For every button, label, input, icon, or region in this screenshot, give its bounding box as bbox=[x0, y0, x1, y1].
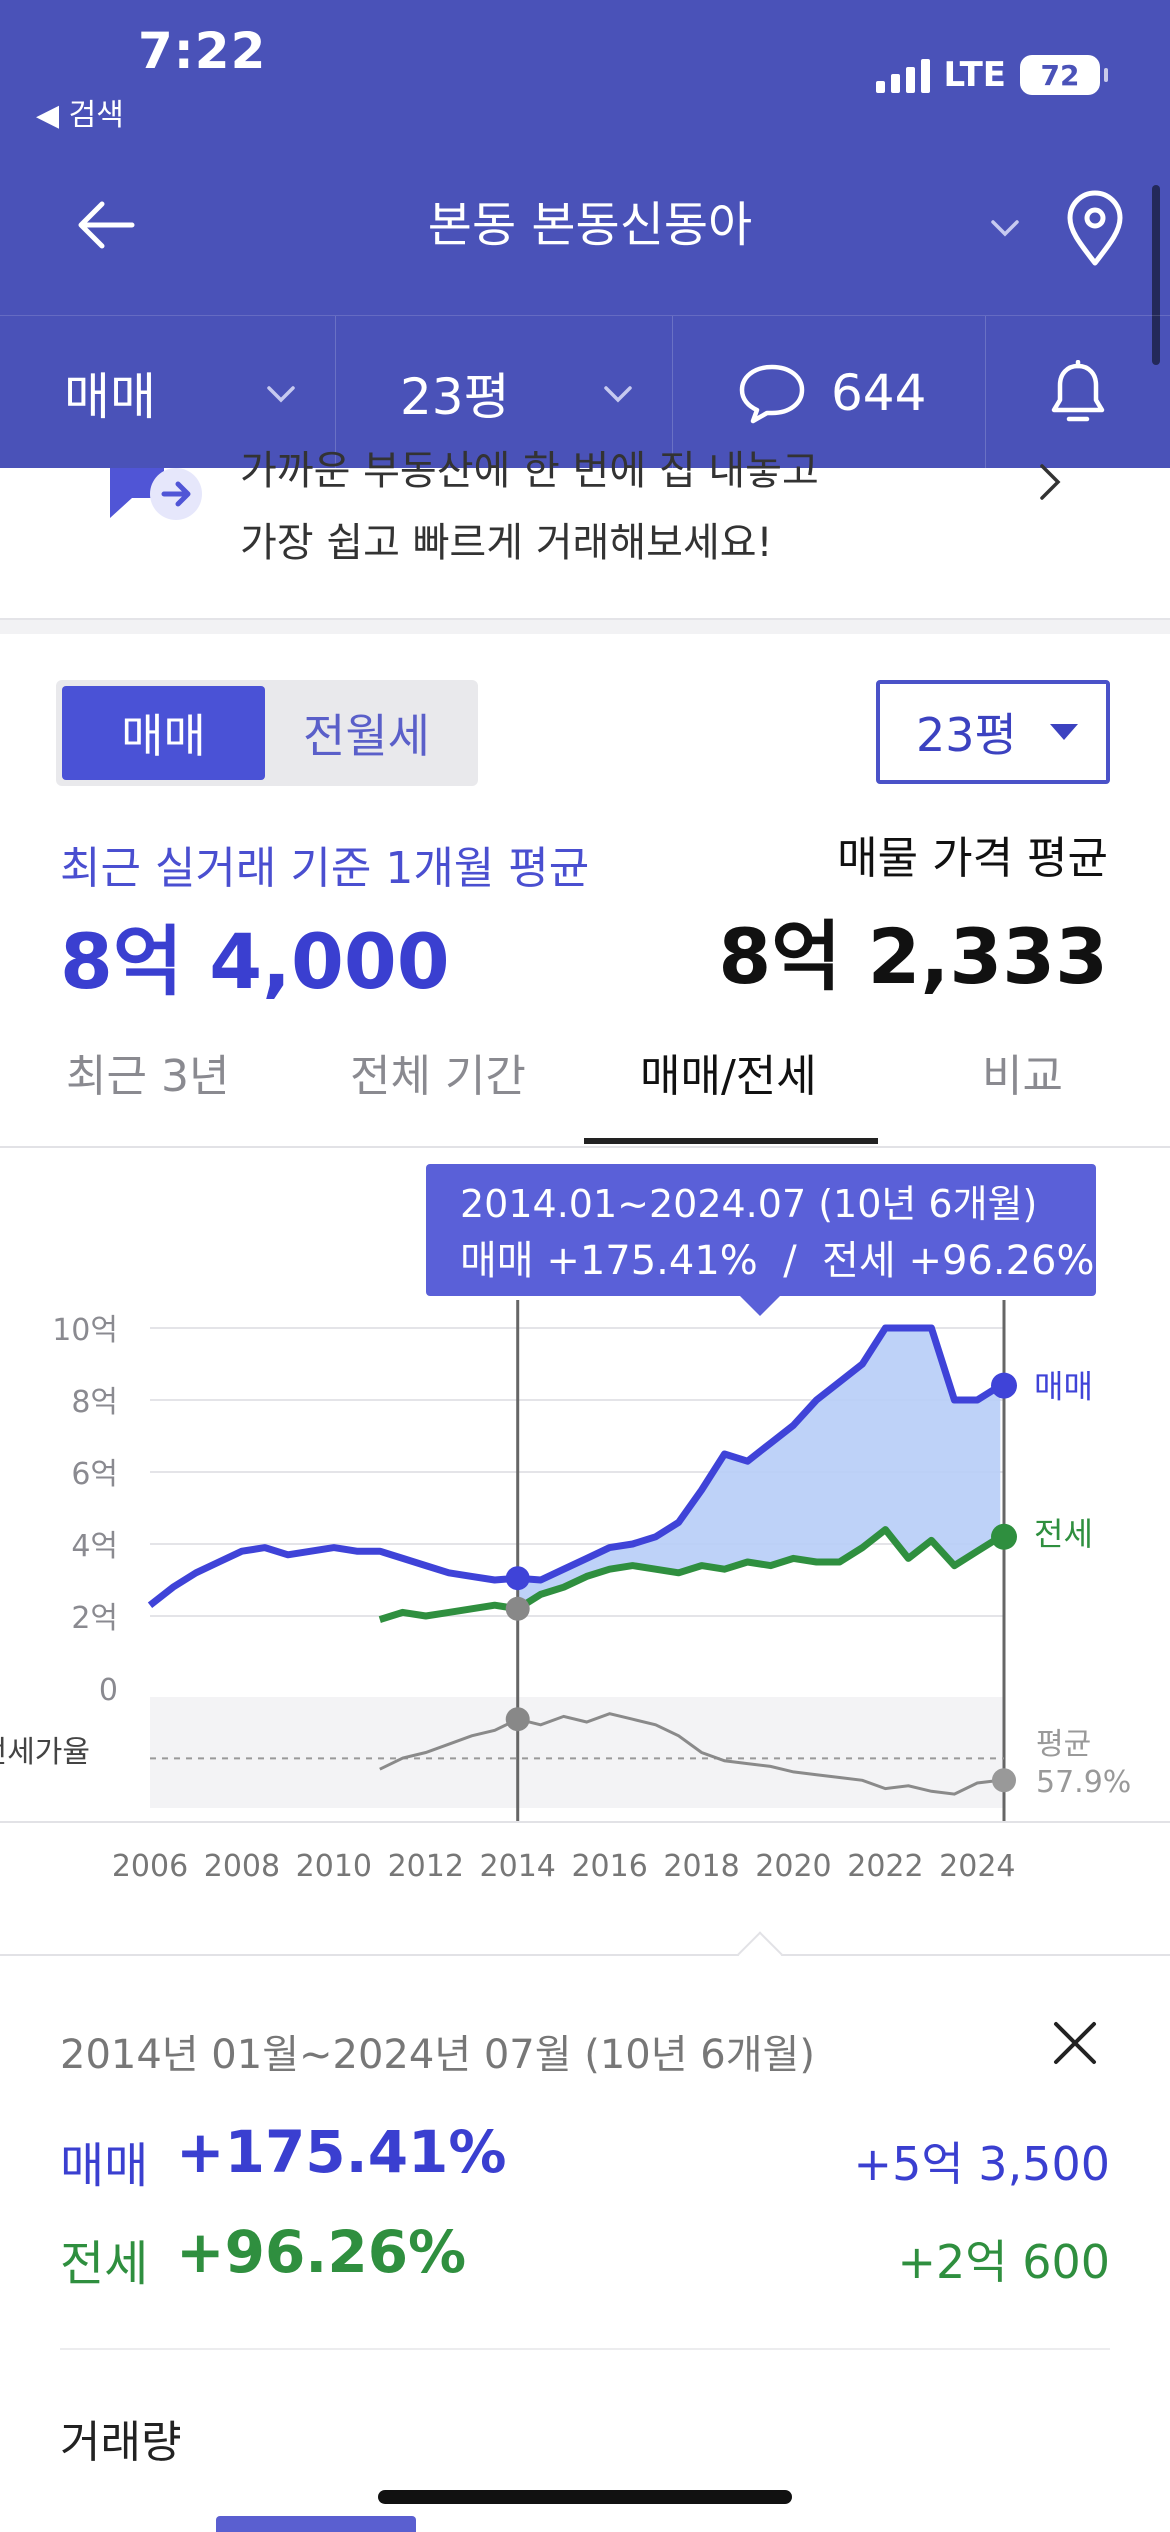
summary-divider bbox=[0, 1954, 1170, 1956]
summary-sale-label: 매매 bbox=[60, 2138, 149, 2194]
x-tick-label: 2020 bbox=[755, 1849, 831, 1884]
segment-rent[interactable]: 전월세 bbox=[303, 709, 430, 763]
comments-button[interactable]: 644 bbox=[673, 316, 986, 469]
x-tick-label: 2016 bbox=[571, 1849, 647, 1884]
trade-type-filter[interactable]: 매매 bbox=[0, 316, 336, 469]
summary-jeonse-label: 전세 bbox=[60, 2236, 149, 2292]
x-tick-label: 2018 bbox=[663, 1849, 739, 1884]
status-time: 7:22 bbox=[138, 22, 267, 80]
summary-sale-pct: +175.41% bbox=[176, 2118, 507, 2186]
x-tick-label: 2012 bbox=[388, 1849, 464, 1884]
notification-button[interactable] bbox=[986, 316, 1170, 469]
y-tick-label: 0 bbox=[99, 1673, 118, 1708]
y-tick-label: 4억 bbox=[71, 1529, 118, 1564]
series-sale-line bbox=[147, 1324, 1003, 1608]
y-tick-label: 6억 bbox=[71, 1457, 118, 1492]
ratio-end-point bbox=[992, 1768, 1016, 1793]
listing-avg-value: 8억 2,333 bbox=[718, 912, 1108, 1001]
summary-inner-divider bbox=[60, 2348, 1110, 2350]
x-tick-label: 2014 bbox=[480, 1849, 556, 1884]
trade-type-label: 매매 bbox=[64, 367, 156, 426]
listing-avg-label: 매물 가격 평균 bbox=[837, 833, 1108, 884]
summary-period: 2014년 01월~2024년 07월 (10년 6개월) bbox=[60, 2032, 815, 2078]
network-label: LTE bbox=[943, 55, 1006, 95]
chevron-right-icon bbox=[1040, 464, 1061, 500]
x-tick-label: 2008 bbox=[204, 1849, 280, 1884]
volume-tab-indicator bbox=[216, 2516, 416, 2532]
sale-start-point bbox=[505, 1566, 530, 1591]
size-select-value: 23평 bbox=[916, 708, 1017, 762]
scrollbar[interactable] bbox=[1152, 185, 1160, 365]
x-tick-label: 2024 bbox=[939, 1849, 1015, 1884]
summary-jeonse-pct: +96.26% bbox=[176, 2218, 467, 2286]
y-tick-label: 8억 bbox=[71, 1385, 118, 1420]
size-select[interactable]: 23평 bbox=[876, 680, 1110, 784]
summary-notch bbox=[737, 1931, 783, 1977]
page-title[interactable]: 본동 본동신동아 bbox=[427, 197, 753, 253]
jeonse-end-point bbox=[991, 1523, 1017, 1550]
x-tick-label: 2006 bbox=[112, 1849, 188, 1884]
comments-count: 644 bbox=[831, 363, 927, 422]
x-tick-label: 2010 bbox=[296, 1849, 372, 1884]
period-tabs: 최근 3년 전체 기간 매매/전세 비교 bbox=[0, 1020, 1170, 1148]
summary-sale-amount: +5억 3,500 bbox=[853, 2137, 1110, 2191]
volume-title: 거래량 bbox=[60, 2417, 182, 2468]
close-icon[interactable] bbox=[1052, 2020, 1098, 2066]
sale-end-label: 매매 bbox=[1034, 1368, 1093, 1406]
banner-line-2: 가장 쉽고 빠르게 거래해보세요! bbox=[240, 520, 773, 566]
range-tooltip: 2014.01~2024.07 (10년 6개월) 매매 +175.41% / … bbox=[426, 1164, 1096, 1316]
recent-avg-label: 최근 실거래 기준 1개월 평균 bbox=[60, 843, 590, 894]
active-tab-indicator bbox=[584, 1138, 878, 1144]
chevron-down-icon bbox=[267, 386, 295, 403]
tooltip-period: 2014.01~2024.07 (10년 6개월) bbox=[460, 1182, 1038, 1226]
y-tick-label: 2억 bbox=[71, 1601, 118, 1636]
segment-sale[interactable]: 매매 bbox=[62, 686, 265, 780]
tab-sale-jeonse[interactable]: 매매/전세 bbox=[640, 1051, 817, 1102]
home-indicator bbox=[378, 2490, 792, 2504]
tooltip-change: 매매 +175.41% / 전세 +96.26% bbox=[460, 1238, 1095, 1284]
trade-segment-control: 매매 전월세 bbox=[56, 680, 478, 786]
status-indicators: LTE 72 bbox=[875, 55, 1108, 95]
series-jeonse-line bbox=[378, 1526, 1003, 1623]
size-filter-label: 23평 bbox=[400, 367, 510, 426]
battery-icon: 72 bbox=[1020, 55, 1108, 95]
location-pin-icon[interactable] bbox=[1062, 188, 1128, 268]
section-divider bbox=[0, 618, 1170, 634]
chevron-down-icon[interactable] bbox=[985, 208, 1025, 248]
ratio-label: 전세가율 bbox=[0, 1735, 90, 1770]
size-filter[interactable]: 23평 bbox=[336, 316, 673, 469]
signal-icon bbox=[875, 57, 930, 93]
app-header: 7:22 ◀ 검색 LTE 72 본동 본동신동아 매매 23평 bbox=[0, 0, 1170, 469]
back-arrow-icon[interactable] bbox=[72, 190, 142, 260]
x-tick-label: 2022 bbox=[847, 1849, 923, 1884]
sell-house-icon bbox=[110, 468, 202, 520]
tab-recent-3y[interactable]: 최근 3년 bbox=[66, 1051, 230, 1102]
ratio-avg-label: 평균 bbox=[1036, 1727, 1091, 1762]
banner-line-1: 가까운 부동산에 한 번에 집 내놓고 bbox=[240, 448, 819, 494]
speech-bubble-icon bbox=[739, 364, 805, 423]
sale-end-point bbox=[991, 1372, 1017, 1399]
jeonse-start-point bbox=[505, 1596, 530, 1621]
filter-bar: 매매 23평 644 bbox=[0, 315, 1170, 469]
ratio-band bbox=[150, 1697, 1004, 1808]
jeonse-end-label: 전세 bbox=[1034, 1515, 1093, 1553]
y-tick-label: 10억 bbox=[52, 1313, 118, 1348]
ratio-avg-value: 57.9% bbox=[1036, 1765, 1131, 1800]
status-back-link[interactable]: ◀ 검색 bbox=[36, 98, 124, 133]
price-chart[interactable]: 10억 8억 6억 4억 2억 0 2006 2008 2010 2012 2014 2016 2018… bbox=[0, 1150, 1170, 1890]
summary-jeonse-amount: +2억 600 bbox=[897, 2235, 1110, 2289]
recent-avg-value: 8억 4,000 bbox=[60, 917, 450, 1006]
range-area-fill bbox=[517, 1328, 1001, 1609]
tab-compare[interactable]: 비교 bbox=[982, 1051, 1063, 1102]
ratio-start-point bbox=[505, 1707, 530, 1732]
ratio-line bbox=[379, 1712, 1001, 1796]
caret-down-icon bbox=[1050, 724, 1078, 740]
sell-banner[interactable]: 가까운 부동산에 한 번에 집 내놓고 가장 쉽고 빠르게 거래해보세요! bbox=[0, 448, 1170, 618]
bell-icon bbox=[1051, 359, 1105, 421]
chevron-down-icon bbox=[604, 386, 632, 403]
tab-all-period[interactable]: 전체 기간 bbox=[350, 1051, 526, 1102]
